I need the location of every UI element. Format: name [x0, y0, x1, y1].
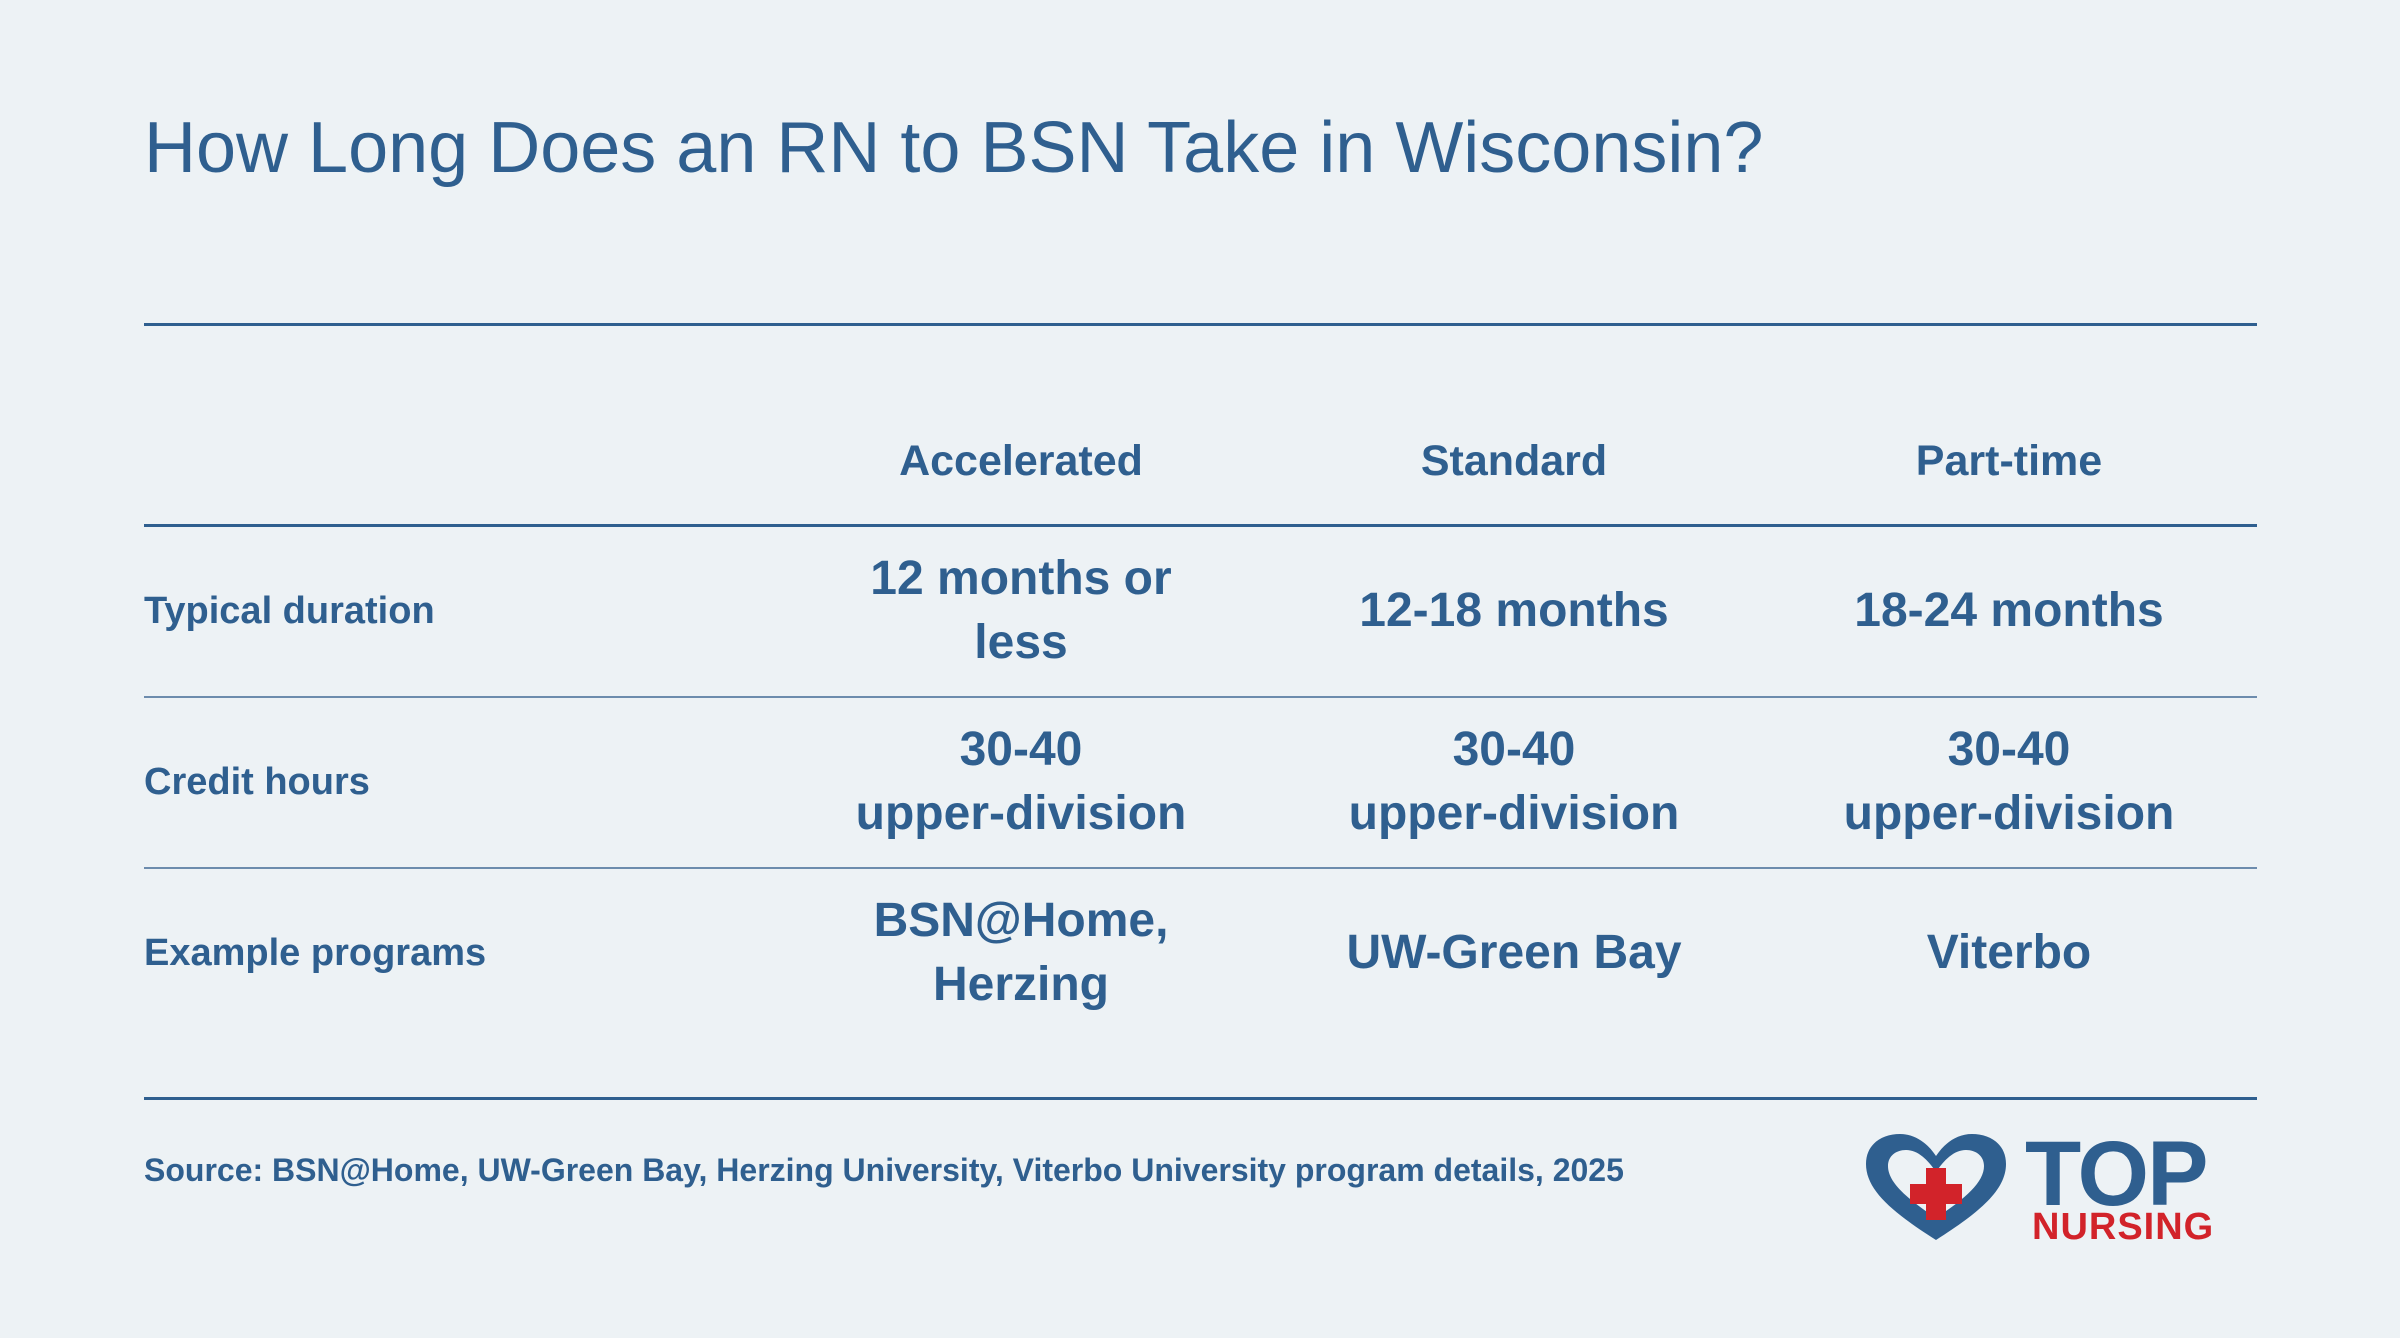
row-label: Credit hours [144, 761, 370, 803]
column-header: Accelerated [899, 437, 1143, 485]
cell: 12 months or less [781, 547, 1261, 675]
cell-line: 18-24 months [1854, 584, 2164, 637]
cell-line: Herzing [932, 958, 1109, 1011]
cell: 30-40 upper-division [1274, 718, 1754, 846]
rule [144, 524, 2257, 527]
cell-line: 12 months or [870, 552, 1172, 605]
column-header: Part-time [1915, 437, 2103, 485]
row-label: Typical duration [144, 590, 435, 632]
cell-line: 30-40 [959, 723, 1083, 776]
rule [144, 867, 2257, 869]
cell-line: 12-18 months [1359, 584, 1669, 637]
logo-heart [1866, 1134, 2006, 1240]
title: How Long Does an RN to BSN Take in Wisco… [144, 108, 1764, 188]
cell-line: upper-division [1348, 787, 1680, 840]
cell-line: 30-40 [1452, 723, 1576, 776]
cell: Viterbo [1769, 921, 2249, 985]
logo-text: TOP [2025, 1123, 2208, 1225]
cell-line: BSN@Home, [873, 894, 1169, 947]
cell-line: Viterbo [1926, 926, 2092, 979]
cell-line: less [974, 616, 1068, 669]
cell: UW-Green Bay [1274, 921, 1754, 985]
cell: BSN@Home, Herzing [781, 889, 1261, 1017]
cell-line: UW-Green Bay [1346, 926, 1682, 979]
cell: 30-40 upper-division [1769, 718, 2249, 846]
row-label: Example programs [144, 932, 487, 974]
cell: 12-18 months [1274, 579, 1754, 643]
column-header: Standard [1420, 437, 1608, 485]
cell-line: 30-40 [1947, 723, 2071, 776]
cell-line: upper-division [855, 787, 1187, 840]
cell: 30-40 upper-division [781, 718, 1261, 846]
cell-line: upper-division [1843, 787, 2175, 840]
cell: 18-24 months [1769, 579, 2249, 643]
source: Source: BSN@Home, UW-Green Bay, Herzing … [144, 1152, 1624, 1188]
logo-text: NURSING [2032, 1206, 2215, 1248]
rule [144, 696, 2257, 698]
rule [144, 1097, 2257, 1100]
rule [144, 323, 2257, 326]
